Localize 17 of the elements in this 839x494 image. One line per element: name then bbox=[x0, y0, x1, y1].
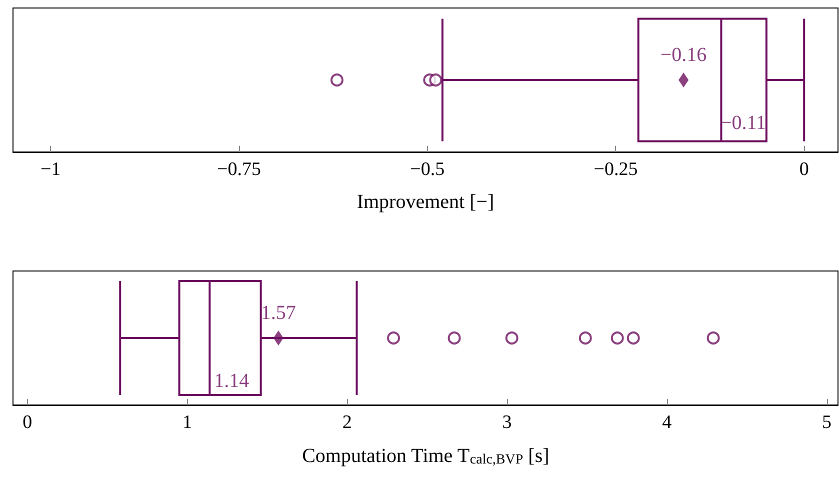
x-tick-label: −0.5 bbox=[410, 159, 445, 180]
x-tick-label: −0.25 bbox=[594, 159, 638, 180]
annotation: −0.16 bbox=[660, 44, 707, 66]
x-tick-label: 2 bbox=[342, 412, 352, 433]
x-tick-label: −0.75 bbox=[217, 159, 262, 180]
x-tick-label: −1 bbox=[40, 159, 61, 180]
x-axis-title: Computation Time Tcalc,BVP [s] bbox=[302, 445, 550, 468]
x-tick-label: 3 bbox=[502, 412, 512, 433]
x-tick-label: 5 bbox=[822, 412, 832, 433]
annotation: 1.14 bbox=[214, 370, 250, 392]
x-tick-label: 1 bbox=[182, 412, 192, 433]
x-tick-label: 0 bbox=[22, 412, 32, 433]
annotation: −0.11 bbox=[720, 112, 766, 134]
x-axis-title: Improvement [−] bbox=[356, 191, 494, 213]
x-tick-label: 0 bbox=[799, 159, 809, 180]
annotation: 1.57 bbox=[260, 302, 296, 324]
x-tick-label: 4 bbox=[662, 412, 672, 433]
